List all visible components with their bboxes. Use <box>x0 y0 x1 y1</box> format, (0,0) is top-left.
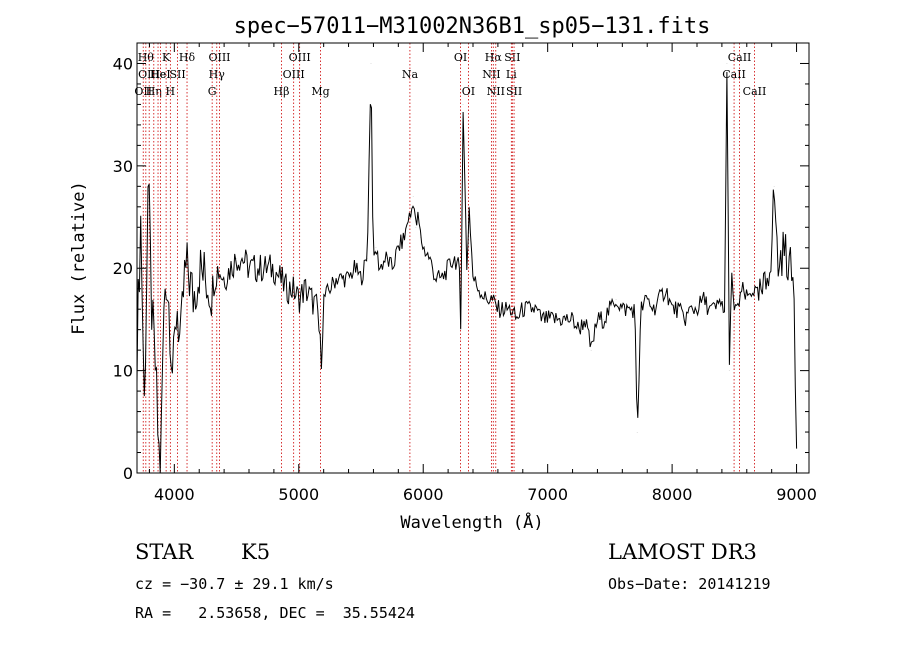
x-tick-label-0: 4000 <box>154 485 195 504</box>
spectral-line-label-11: Hγ <box>209 68 226 81</box>
spectral-line-label-9: Hδ <box>179 51 196 64</box>
spectral-line-label-22: NII <box>487 85 505 98</box>
spectral-line-label-0: OII <box>134 85 152 98</box>
spectral-line-label-28: CaII <box>743 85 767 98</box>
y-tick-label-1: 10 <box>113 362 133 381</box>
object-class: STAR <box>135 540 194 564</box>
spectral-line-label-17: Na <box>402 68 419 81</box>
spectral-line-label-14: OIII <box>283 68 305 81</box>
chart-title: spec−57011−M31002N36B1_sp05−131.fits <box>234 14 711 39</box>
spectral-line-label-25: SII <box>506 85 522 98</box>
spectral-line-label-20: NII <box>482 68 500 81</box>
spectral-line-label-27: CaII <box>728 51 752 64</box>
x-tick-label-5: 9000 <box>776 485 817 504</box>
spectral-line-label-21: Hα <box>485 51 503 64</box>
spectral-line-label-19: OI <box>462 85 475 98</box>
spectral-line-label-10: G <box>208 85 217 98</box>
spectral-line-label-3: Hη <box>146 85 162 98</box>
spectral-line-label-26: CaII <box>722 68 746 81</box>
spectral-line-label-16: Mg <box>311 85 329 98</box>
spectrum-series <box>136 63 798 474</box>
spectral-line-label-2: OIII <box>138 68 160 81</box>
y-axis-label: Flux (relative) <box>69 181 89 335</box>
object-subclass: K5 <box>241 540 271 564</box>
spectral-line-label-18: OI <box>454 51 467 64</box>
x-axis-label: Wavelength (Å) <box>400 511 543 533</box>
y-tick-label-3: 30 <box>113 157 133 176</box>
spectral-line-label-15: OIII <box>289 51 311 64</box>
spectral-line-label-5: HeI <box>150 68 170 81</box>
spectral-line-label-6: K <box>162 51 171 64</box>
x-tick-label-2: 6000 <box>403 485 444 504</box>
spectral-line-label-13: Hβ <box>274 85 290 98</box>
y-tick-label-4: 40 <box>113 54 133 73</box>
spectral-line-label-24: SII <box>504 51 520 64</box>
y-tick-label-2: 20 <box>113 259 133 278</box>
x-tick-label-4: 8000 <box>652 485 693 504</box>
spectrum-line-0 <box>136 63 798 474</box>
observation-date: Obs−Date: 20141219 <box>608 575 771 593</box>
y-tick-label-0: 0 <box>123 464 133 483</box>
spectral-line-label-7: H <box>166 85 176 98</box>
spectral-line-label-23: Li <box>506 68 517 81</box>
x-tick-label-3: 7000 <box>527 485 568 504</box>
spectral-line-label-4: He <box>150 68 166 81</box>
spectral-line-label-8: SII <box>169 68 185 81</box>
x-tick-label-1: 5000 <box>278 485 319 504</box>
spectral-line-label-1: Hθ <box>138 51 155 64</box>
axes: 4000 5000 6000 7000 8000 9000 0 10 20 30 40 <box>113 42 817 504</box>
survey-name: LAMOST DR3 <box>608 540 757 564</box>
spectral-line-label-12: OIII <box>208 51 230 64</box>
plot-frame <box>136 42 810 474</box>
redshift-velocity: cz = −30.7 ± 29.1 km/s <box>135 575 334 593</box>
coordinates: RA = 2.53658, DEC = 35.55424 <box>135 604 415 622</box>
